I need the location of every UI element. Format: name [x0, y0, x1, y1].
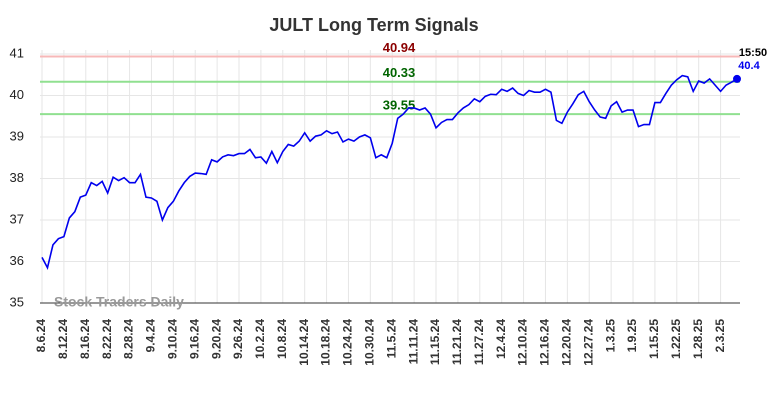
chart-title: JULT Long Term Signals [269, 15, 478, 35]
signal-label: 40.94 [383, 40, 416, 55]
x-tick-label: 10.8.24 [275, 319, 289, 359]
x-tick-label: 12.10.24 [516, 319, 530, 366]
y-tick-label: 37 [10, 211, 24, 226]
x-tick-label: 11.11.24 [406, 319, 420, 365]
x-tick-label: 1.3.25 [603, 319, 617, 353]
x-tick-label: 8.28.24 [122, 319, 136, 359]
x-tick-label: 12.16.24 [538, 319, 552, 366]
signal-label: 39.55 [383, 98, 416, 113]
x-tick-label: 8.22.24 [100, 319, 114, 359]
watermark: Stock Traders Daily [54, 294, 184, 310]
x-tick-label: 1.22.25 [669, 319, 683, 359]
x-tick-label: 9.20.24 [209, 319, 223, 359]
x-tick-label: 1.28.25 [691, 319, 705, 359]
y-tick-label: 41 [10, 45, 24, 60]
x-tick-label: 2.3.25 [713, 319, 727, 353]
x-tick-label: 1.15.25 [647, 319, 661, 359]
last-value: 40.4 [738, 60, 760, 72]
x-tick-label: 12.20.24 [560, 319, 574, 366]
x-tick-label: 11.21.24 [450, 319, 464, 365]
x-tick-label: 8.12.24 [56, 319, 70, 359]
signal-label: 40.33 [383, 65, 416, 80]
x-tick-label: 9.16.24 [187, 319, 201, 359]
x-tick-label: 11.27.24 [472, 319, 486, 365]
x-tick-label: 10.24.24 [341, 319, 355, 366]
x-tick-label: 10.2.24 [253, 319, 267, 359]
last-point [733, 74, 741, 83]
x-tick-label: 10.14.24 [297, 319, 311, 366]
x-tick-label: 10.18.24 [319, 319, 333, 366]
x-tick-label: 10.30.24 [363, 319, 377, 366]
y-tick-label: 39 [10, 128, 24, 143]
x-tick-label: 12.27.24 [581, 319, 595, 366]
x-tick-label: 11.15.24 [428, 319, 442, 365]
x-tick-label: 12.4.24 [494, 319, 508, 359]
y-tick-label: 40 [10, 87, 24, 102]
x-tick-label: 8.16.24 [78, 319, 92, 359]
last-time: 15:50 [739, 47, 767, 59]
x-tick-label: 1.9.25 [625, 319, 639, 353]
x-tick-label: 9.26.24 [231, 319, 245, 359]
x-tick-label: 8.6.24 [34, 319, 48, 353]
y-tick-label: 36 [10, 253, 24, 268]
x-tick-label: 9.10.24 [166, 319, 180, 359]
x-tick-label: 11.5.24 [384, 319, 398, 359]
y-tick-label: 35 [10, 294, 24, 309]
y-tick-label: 38 [10, 170, 24, 185]
price-line [41, 74, 738, 270]
x-tick-label: 9.4.24 [144, 319, 158, 353]
